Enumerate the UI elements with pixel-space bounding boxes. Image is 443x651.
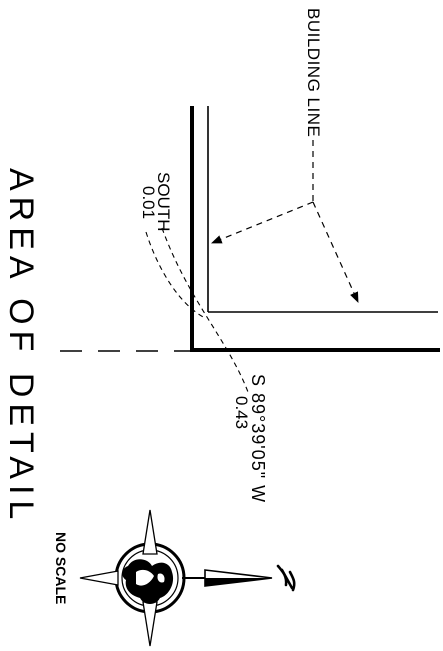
building-line-label: BUILDING LINE	[304, 8, 323, 137]
south-direction-label: SOUTH	[154, 172, 173, 232]
south-distance-label: 0.01	[139, 186, 158, 219]
bearing-distance-label: 0.43	[232, 396, 251, 429]
no-scale-label: NO SCALE	[53, 532, 69, 604]
area-of-detail-title: AREA OF DETAIL	[2, 168, 40, 525]
building-line-arrow-1	[210, 201, 314, 244]
bearing-dimension-leader	[161, 227, 249, 393]
south-dimension-leader	[145, 231, 206, 319]
north-arrow-compass-icon	[79, 509, 296, 647]
building-line-arrow-2	[312, 201, 359, 303]
bearing-label: S 89°39'05" W	[248, 374, 268, 503]
